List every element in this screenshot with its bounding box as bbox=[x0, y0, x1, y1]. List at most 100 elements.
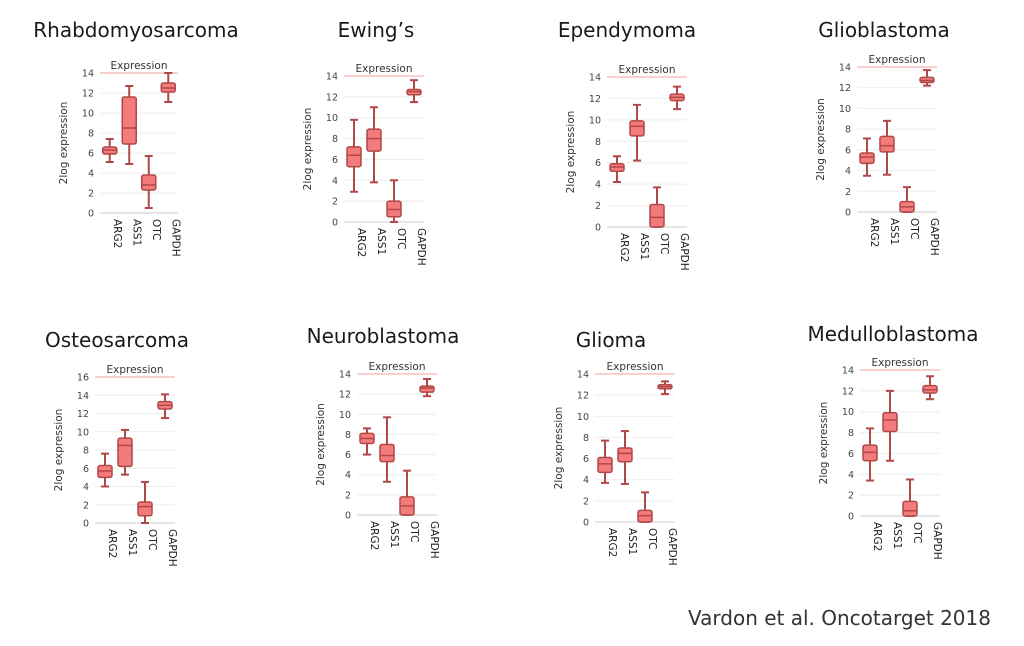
y-tick-label: 12 bbox=[82, 89, 94, 100]
x-tick-label: OTC bbox=[658, 233, 670, 254]
x-tick-label: GAPDH bbox=[678, 233, 690, 271]
y-tick-label: 14 bbox=[577, 370, 589, 381]
panel-title: Glioblastoma bbox=[818, 18, 950, 42]
panel-title: Rhabdomyosarcoma bbox=[33, 18, 239, 42]
y-tick-label: 12 bbox=[589, 94, 601, 105]
x-tick-label: ASS1 bbox=[626, 528, 638, 555]
x-tick-label: ARG2 bbox=[111, 219, 123, 248]
y-tick-label: 8 bbox=[583, 433, 589, 444]
box-otc bbox=[137, 480, 153, 524]
y-tick-label: 8 bbox=[595, 137, 601, 148]
y-tick-label: 2 bbox=[583, 496, 589, 507]
box-otc bbox=[902, 478, 918, 517]
y-tick-label: 14 bbox=[77, 391, 89, 402]
y-tick-label: 6 bbox=[332, 155, 338, 166]
y-tick-label: 10 bbox=[339, 410, 351, 421]
y-tick-label: 2 bbox=[88, 189, 94, 200]
y-tick-label: 12 bbox=[77, 409, 89, 420]
y-tick-label: 8 bbox=[345, 430, 351, 441]
citation: Vardon et al. Oncotarget 2018 bbox=[688, 606, 991, 630]
y-tick-label: 4 bbox=[83, 482, 89, 493]
y-tick-label: 6 bbox=[88, 149, 94, 160]
x-tick-label: ARG2 bbox=[106, 529, 118, 558]
box-gapdh bbox=[657, 380, 673, 396]
x-tick-label: ARG2 bbox=[606, 528, 618, 557]
y-tick-label: 0 bbox=[332, 218, 338, 229]
y-tick-label: 10 bbox=[77, 427, 89, 438]
y-tick-label: 10 bbox=[326, 113, 338, 124]
y-axis-label: 2log expression bbox=[53, 409, 65, 492]
y-axis-label: 2log expression bbox=[815, 98, 827, 181]
box-arg2 bbox=[97, 452, 113, 488]
y-tick-label: 0 bbox=[83, 519, 89, 530]
iqr-box bbox=[879, 135, 895, 153]
y-tick-label: 12 bbox=[577, 391, 589, 402]
box-arg2 bbox=[359, 427, 375, 456]
x-tick-label: ASS1 bbox=[130, 219, 142, 246]
box-arg2 bbox=[609, 155, 625, 183]
x-tick-label: OTC bbox=[646, 528, 658, 549]
box-otc bbox=[386, 179, 402, 223]
box-otc bbox=[399, 469, 415, 516]
box-otc bbox=[899, 186, 915, 213]
box-ass1 bbox=[882, 389, 898, 462]
y-tick-label: 6 bbox=[595, 158, 601, 169]
y-tick-label: 6 bbox=[848, 449, 854, 460]
y-tick-label: 4 bbox=[845, 166, 851, 177]
box-ass1 bbox=[117, 428, 133, 476]
box-gapdh bbox=[406, 79, 422, 104]
box-gapdh bbox=[922, 375, 938, 401]
y-tick-label: 6 bbox=[83, 464, 89, 475]
y-tick-label: 0 bbox=[848, 512, 854, 523]
box-arg2 bbox=[859, 137, 875, 177]
box-otc bbox=[637, 491, 653, 523]
plot-subtitle: Expression bbox=[619, 64, 676, 76]
x-tick-label: ARG2 bbox=[355, 228, 367, 257]
y-axis-label: 2log expression bbox=[818, 402, 830, 485]
x-tick-label: ASS1 bbox=[388, 521, 400, 548]
box-gapdh bbox=[919, 69, 935, 87]
iqr-box bbox=[902, 500, 918, 517]
y-tick-label: 14 bbox=[839, 63, 851, 74]
iqr-box bbox=[379, 443, 395, 463]
box-arg2 bbox=[597, 439, 613, 484]
y-tick-label: 10 bbox=[577, 412, 589, 423]
x-tick-label: OTC bbox=[908, 218, 920, 239]
y-tick-label: 10 bbox=[589, 115, 601, 126]
iqr-box bbox=[617, 447, 633, 463]
y-tick-label: 10 bbox=[82, 109, 94, 120]
y-axis-label: 2log expression bbox=[315, 403, 327, 486]
x-tick-label: OTC bbox=[146, 529, 158, 550]
plot-subtitle: Expression bbox=[369, 361, 426, 373]
iqr-box bbox=[141, 174, 157, 191]
plot-subtitle: Expression bbox=[107, 364, 164, 376]
y-tick-label: 14 bbox=[589, 73, 601, 84]
panel-title: Glioma bbox=[575, 328, 647, 352]
x-tick-label: ASS1 bbox=[891, 522, 903, 549]
box-ass1 bbox=[121, 85, 137, 165]
y-axis-label: 2log expression bbox=[553, 407, 565, 490]
panel-title: Osteosarcoma bbox=[45, 328, 189, 352]
y-tick-label: 0 bbox=[345, 511, 351, 522]
panel-title: Neuroblastoma bbox=[306, 324, 460, 348]
y-tick-label: 4 bbox=[583, 475, 589, 486]
y-tick-label: 16 bbox=[77, 373, 89, 384]
y-tick-label: 0 bbox=[595, 223, 601, 234]
y-axis-label: 2log expression bbox=[58, 102, 70, 185]
panel-title: Medulloblastoma bbox=[807, 322, 979, 346]
panel-title: Ependymoma bbox=[557, 18, 697, 42]
x-tick-label: GAPDH bbox=[928, 218, 940, 256]
plot-subtitle: Expression bbox=[869, 54, 926, 66]
x-tick-label: GAPDH bbox=[166, 529, 178, 567]
y-tick-label: 6 bbox=[583, 454, 589, 465]
y-tick-label: 14 bbox=[82, 69, 94, 80]
box-ass1 bbox=[629, 103, 645, 162]
y-tick-label: 2 bbox=[595, 201, 601, 212]
x-tick-label: ASS1 bbox=[888, 218, 900, 245]
x-tick-label: OTC bbox=[408, 521, 420, 542]
y-tick-label: 0 bbox=[583, 518, 589, 529]
